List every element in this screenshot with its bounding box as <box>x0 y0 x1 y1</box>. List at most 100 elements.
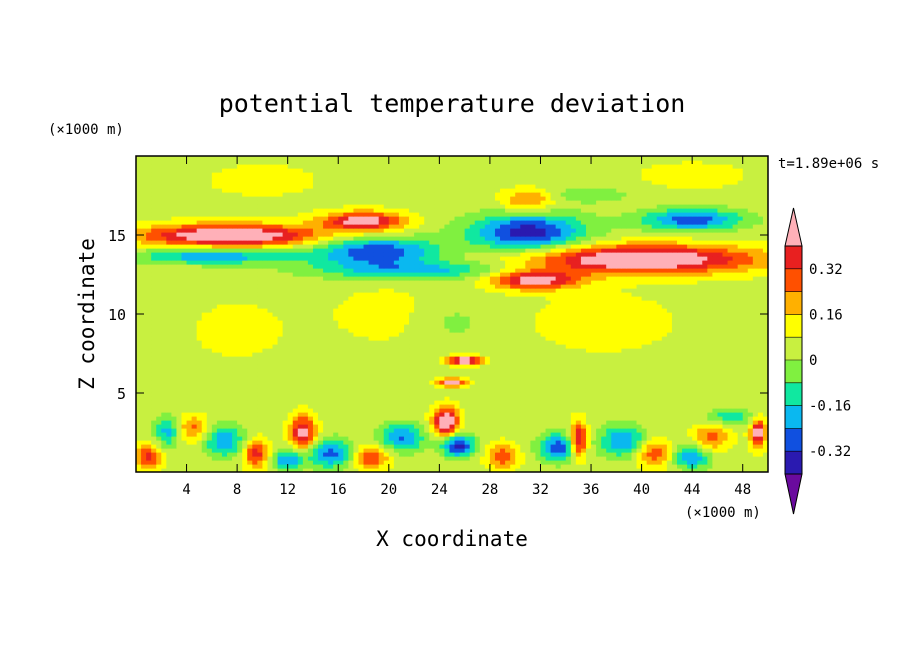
heatmap-cell <box>585 404 592 409</box>
heatmap-cell <box>747 440 754 445</box>
heatmap-cell <box>141 464 147 469</box>
heatmap-cell <box>206 464 213 469</box>
heatmap-cell <box>414 328 420 333</box>
heatmap-cell <box>141 468 147 472</box>
heatmap-cell <box>540 436 547 441</box>
heatmap-cell <box>692 360 698 365</box>
heatmap-cell <box>515 436 521 441</box>
heatmap-cell <box>166 440 172 445</box>
heatmap-cell <box>505 400 511 405</box>
heatmap-cell <box>252 380 258 385</box>
heatmap-cell <box>181 380 188 385</box>
heatmap-cell <box>221 312 228 317</box>
heatmap-cell <box>409 328 415 333</box>
heatmap-cell <box>419 428 425 433</box>
heatmap-cell <box>136 408 142 413</box>
heatmap-cell <box>601 468 607 472</box>
heatmap-cell <box>596 344 602 349</box>
heatmap-cell <box>550 328 557 333</box>
heatmap-cell <box>328 412 334 417</box>
heatmap-cell <box>591 324 597 329</box>
heatmap-cell <box>535 328 542 333</box>
heatmap-cell <box>221 408 228 413</box>
heatmap-cell <box>449 416 456 421</box>
heatmap-cell <box>484 368 491 373</box>
heatmap-cell <box>186 416 193 421</box>
heatmap-cell <box>267 456 274 461</box>
heatmap-cell <box>201 348 208 353</box>
heatmap-cell <box>419 396 425 401</box>
heatmap-cell <box>282 424 289 429</box>
heatmap-cell <box>596 460 602 465</box>
heatmap-cell <box>292 368 299 373</box>
heatmap-cell <box>656 312 663 317</box>
heatmap-cell <box>611 404 617 409</box>
heatmap-cell <box>712 364 719 369</box>
heatmap-cell <box>626 324 633 329</box>
heatmap-cell <box>323 468 329 472</box>
heatmap-cell <box>671 372 678 377</box>
heatmap-cell <box>646 392 653 397</box>
heatmap-cell <box>171 380 178 385</box>
heatmap-cell <box>176 324 183 329</box>
heatmap-cell <box>540 336 547 341</box>
heatmap-cell <box>358 392 365 397</box>
heatmap-cell <box>631 360 638 365</box>
heatmap-cell <box>201 448 208 453</box>
heatmap-cell <box>393 372 400 377</box>
heatmap-cell <box>646 404 653 409</box>
heatmap-cell <box>333 344 339 349</box>
heatmap-cell <box>282 384 289 389</box>
heatmap-cell <box>530 408 537 413</box>
heatmap-cell <box>257 312 263 317</box>
heatmap-cell <box>697 440 703 445</box>
heatmap-cell <box>631 372 638 377</box>
heatmap-cell <box>676 320 683 325</box>
heatmap-cell <box>136 436 142 441</box>
heatmap-cell <box>373 344 380 349</box>
heatmap-cell <box>368 440 375 445</box>
heatmap-cell <box>747 364 754 369</box>
heatmap-cell <box>302 380 309 385</box>
heatmap-cell <box>651 448 658 453</box>
heatmap-cell <box>692 424 698 429</box>
heatmap-cell <box>459 436 466 441</box>
heatmap-cell <box>712 352 719 357</box>
heatmap-cell <box>651 372 658 377</box>
heatmap-cell <box>606 432 612 437</box>
heatmap-cell <box>747 432 754 437</box>
heatmap-cell <box>353 396 360 401</box>
heatmap-cell <box>257 444 263 449</box>
heatmap-cell <box>459 336 466 341</box>
heatmap-cell <box>500 372 506 377</box>
heatmap-cell <box>318 420 324 425</box>
heatmap-cell <box>378 452 385 457</box>
heatmap-cell <box>752 352 759 357</box>
heatmap-cell <box>262 368 269 373</box>
heatmap-cell <box>479 376 486 381</box>
heatmap-cell <box>353 312 360 317</box>
heatmap-cell <box>757 352 764 357</box>
heatmap-cell <box>196 380 203 385</box>
heatmap-cell <box>398 452 405 457</box>
heatmap-cell <box>732 404 739 409</box>
heatmap-cell <box>338 416 344 421</box>
heatmap-cell <box>353 456 360 461</box>
heatmap-cell <box>762 384 768 389</box>
heatmap-cell <box>479 320 486 325</box>
heatmap-cell <box>227 412 233 417</box>
heatmap-cell <box>292 444 299 449</box>
heatmap-cell <box>378 380 385 385</box>
heatmap-cell <box>752 320 759 325</box>
heatmap-cell <box>687 316 693 321</box>
heatmap-cell <box>651 432 658 437</box>
heatmap-cell <box>166 368 172 373</box>
heatmap-cell <box>500 352 506 357</box>
heatmap-cell <box>424 336 430 341</box>
heatmap-cell <box>459 416 466 421</box>
heatmap-cell <box>752 384 759 389</box>
heatmap-cell <box>186 336 193 341</box>
heatmap-cell <box>742 392 749 397</box>
heatmap-cell <box>409 400 415 405</box>
heatmap-cell <box>333 352 339 357</box>
